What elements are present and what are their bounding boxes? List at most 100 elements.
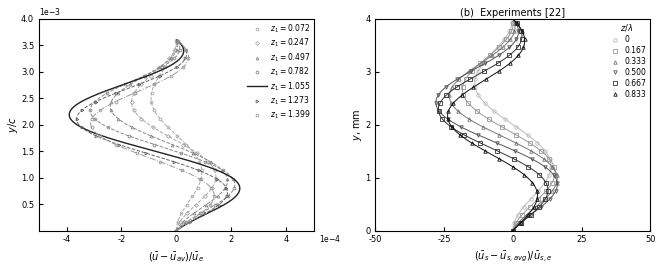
0.333: [499, 46, 507, 49]
0.500: [509, 229, 517, 232]
$z_1 = 0.247$: [192, 203, 200, 206]
$z_1 = 1.399$: [96, 134, 104, 137]
$z_1 = 1.273$: [77, 126, 85, 129]
Line: $z_1 = 0.782$: $z_1 = 0.782$: [89, 40, 236, 232]
Line: 0.333: 0.333: [447, 22, 559, 232]
0.667: [476, 141, 484, 144]
0.833: [481, 149, 489, 153]
0.333: [446, 93, 453, 97]
0: [501, 117, 509, 121]
0.167: [535, 197, 543, 200]
$z_1 = 0.497$: [202, 203, 210, 206]
0: [527, 197, 535, 200]
$z_1 = 1.273$: [186, 220, 194, 224]
X-axis label: $(\bar{u}_s - \bar{u}_{s,avg})/\bar{u}_{s,e}$: $(\bar{u}_s - \bar{u}_{s,avg})/\bar{u}_{…: [474, 250, 552, 264]
0.333: [488, 54, 496, 57]
$z_1 = 1.055$: [173, 38, 180, 42]
0.333: [512, 141, 520, 144]
0.167: [548, 181, 556, 184]
0.667: [509, 229, 517, 232]
$z_1 = 1.399$: [88, 117, 96, 120]
0.667: [438, 117, 446, 121]
$z_1 = 0.247$: [183, 212, 191, 215]
$z_1 = 1.399$: [184, 57, 192, 60]
Text: $\mathregular{1e{-}3}$: $\mathregular{1e{-}3}$: [39, 5, 61, 16]
$z_1 = 1.399$: [156, 160, 164, 163]
$z_1 = 0.072$: [151, 83, 159, 86]
$z_1 = 0.497$: [147, 134, 155, 137]
$z_1 = 1.273$: [92, 100, 100, 103]
$z_1 = 0.782$: [212, 203, 219, 206]
$z_1 = 1.273$: [182, 48, 190, 52]
0.500: [495, 54, 503, 57]
Title: (b)  Experiments [22]: (b) Experiments [22]: [460, 8, 565, 18]
$z_1 = 0.072$: [155, 74, 163, 77]
$z_1 = 1.273$: [170, 160, 178, 163]
X-axis label: $(\bar{u} - \bar{u}_{av})/\bar{u}_e$: $(\bar{u} - \bar{u}_{av})/\bar{u}_e$: [149, 250, 204, 264]
0: [486, 54, 494, 57]
$z_1 = 1.055$: [208, 167, 216, 170]
0.667: [527, 213, 535, 216]
$z_1 = 1.273$: [222, 186, 230, 189]
$z_1 = 1.399$: [175, 40, 182, 43]
Y-axis label: $y$, mm: $y$, mm: [352, 109, 364, 141]
$z_1 = 0.782$: [171, 57, 178, 60]
0.500: [546, 197, 554, 200]
$z_1 = 0.782$: [229, 177, 237, 181]
0.833: [496, 157, 504, 160]
0.500: [537, 205, 545, 208]
$z_1 = 0.247$: [165, 57, 173, 60]
0.667: [541, 197, 549, 200]
$z_1 = 1.399$: [197, 212, 205, 215]
0.333: [553, 181, 561, 184]
$z_1 = 1.273$: [173, 65, 180, 69]
$z_1 = 0.072$: [198, 169, 206, 172]
$z_1 = 0.247$: [149, 126, 157, 129]
Line: 0.167: 0.167: [461, 22, 557, 232]
$z_1 = 1.273$: [202, 212, 210, 215]
$z_1 = 0.247$: [157, 65, 165, 69]
0.167: [512, 221, 520, 224]
0.500: [457, 125, 465, 129]
$z_1 = 0.247$: [137, 117, 145, 120]
0: [508, 22, 516, 25]
Line: 0: 0: [473, 22, 553, 232]
0.833: [456, 133, 464, 137]
0.833: [449, 102, 457, 105]
$z_1 = 0.497$: [219, 169, 227, 172]
0.500: [435, 109, 443, 113]
$z_1 = 0.247$: [211, 169, 219, 172]
0.667: [442, 93, 450, 97]
0.167: [525, 141, 533, 144]
0: [474, 70, 482, 73]
0.833: [533, 189, 541, 193]
0.500: [481, 62, 489, 65]
$z_1 = 1.399$: [173, 229, 180, 232]
0.667: [513, 22, 521, 25]
$z_1 = 0.497$: [173, 40, 181, 43]
$z_1 = 1.399$: [97, 109, 104, 112]
0.333: [465, 117, 473, 121]
$z_1 = 1.399$: [178, 169, 186, 172]
0.333: [511, 22, 519, 25]
0.667: [436, 102, 444, 105]
0: [547, 165, 555, 168]
$z_1 = 0.072$: [188, 195, 196, 198]
0.333: [549, 165, 557, 168]
$z_1 = 0.497$: [223, 177, 231, 181]
$z_1 = 1.399$: [112, 143, 120, 146]
0.833: [524, 213, 532, 216]
0.333: [509, 229, 517, 232]
$z_1 = 0.072$: [147, 100, 155, 103]
$z_1 = 0.497$: [214, 195, 221, 198]
0.667: [460, 133, 468, 137]
$z_1 = 0.497$: [207, 160, 215, 163]
$z_1 = 0.247$: [204, 160, 212, 163]
0.333: [549, 189, 557, 193]
0.167: [509, 229, 517, 232]
$z_1 = 1.399$: [112, 100, 120, 103]
Line: 0.833: 0.833: [446, 22, 539, 232]
0.167: [477, 62, 485, 65]
$z_1 = 1.399$: [167, 74, 175, 77]
$z_1 = 0.497$: [221, 186, 229, 189]
